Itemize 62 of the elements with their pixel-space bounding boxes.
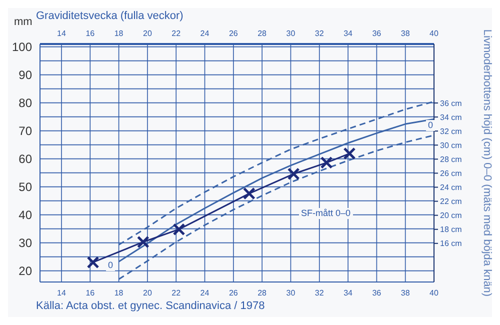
annotation: 0 bbox=[106, 260, 116, 271]
x-tick-label: 24 bbox=[200, 29, 210, 38]
x-tick-label: 20 bbox=[143, 29, 152, 38]
point bbox=[136, 236, 150, 248]
point bbox=[287, 168, 300, 180]
x-tick-label: 30 bbox=[286, 29, 296, 38]
y2-tick-label: 30 cm bbox=[440, 140, 462, 150]
x2-tick-label: 38 bbox=[400, 288, 410, 298]
x2-tick-label: 30 bbox=[286, 288, 296, 298]
point bbox=[172, 223, 186, 236]
x2-tick-label: 26 bbox=[228, 288, 238, 298]
y2-tick-label: 34 cm bbox=[440, 112, 462, 122]
point bbox=[343, 147, 356, 160]
x2-tick-label: 20 bbox=[143, 288, 152, 298]
annotation: 0 bbox=[426, 120, 436, 131]
x2-tick-label: 16 bbox=[86, 288, 96, 298]
y-tick-label: 20 bbox=[18, 264, 32, 278]
x2-tick-label: 40 bbox=[430, 288, 439, 298]
y-tick-label: 40 bbox=[18, 208, 32, 222]
x-tick-label: 14 bbox=[57, 29, 66, 38]
x-tick-label: 28 bbox=[258, 29, 268, 38]
y-tick-label: 90 bbox=[18, 68, 32, 82]
x2-tick-label: 32 bbox=[314, 288, 324, 298]
x2-tick-label: 18 bbox=[114, 288, 124, 298]
y2-tick-label: 24 cm bbox=[440, 183, 462, 192]
text: Källa: Acta obst. et gynec. Scandinavica / 1978 bbox=[36, 300, 265, 312]
x-tick-label: 36 bbox=[372, 29, 382, 38]
y2-tick-label: 20 cm bbox=[440, 211, 462, 220]
x-tick-label: 32 bbox=[314, 29, 324, 38]
point bbox=[86, 256, 100, 269]
x2-tick-label: 24 bbox=[200, 288, 210, 298]
x2-tick-label: 14 bbox=[57, 288, 66, 298]
y-tick-label: 50 bbox=[18, 180, 32, 194]
x2-tick-label: 34 bbox=[344, 288, 354, 298]
y-tick-label: 100 bbox=[12, 40, 32, 54]
y2-tick-label: 36 cm bbox=[440, 98, 462, 108]
y-tick-label: 80 bbox=[18, 96, 32, 110]
y2-tick-label: 26 cm bbox=[440, 169, 462, 178]
x-tick-label: 18 bbox=[114, 29, 124, 38]
x2-tick-label: 28 bbox=[258, 288, 268, 298]
y2-axis-title: Livmoderbottens höjd (cm) 0–0 (mäts med böjda knän) bbox=[481, 29, 494, 297]
point bbox=[320, 156, 333, 169]
x-tick-label: 38 bbox=[400, 29, 410, 38]
y2-tick-label: 18 cm bbox=[440, 225, 462, 234]
y-tick-label: 60 bbox=[18, 152, 32, 166]
x2-tick-label: 36 bbox=[372, 288, 382, 298]
y-tick-label: 30 bbox=[18, 236, 32, 250]
x-tick-label: 34 bbox=[344, 29, 354, 38]
y-axis-title: mm bbox=[14, 16, 32, 28]
x-axis-title: Graviditetsvecka (fulla veckor) bbox=[36, 10, 184, 22]
y2-tick-label: 16 cm bbox=[440, 239, 462, 248]
y-tick-label: 70 bbox=[18, 124, 32, 138]
y2-tick-label: 22 cm bbox=[440, 197, 462, 206]
y2-tick-label: 28 cm bbox=[440, 154, 462, 164]
point bbox=[242, 187, 256, 200]
x-tick-label: 40 bbox=[430, 29, 439, 38]
x2-tick-label: 22 bbox=[172, 288, 182, 298]
y2-tick-label: 32 cm bbox=[440, 126, 462, 136]
x-tick-label: 22 bbox=[172, 29, 182, 38]
annotation: SF-mått 0–0 bbox=[299, 208, 353, 219]
x-tick-label: 26 bbox=[228, 29, 238, 38]
x-tick-label: 16 bbox=[86, 29, 96, 38]
